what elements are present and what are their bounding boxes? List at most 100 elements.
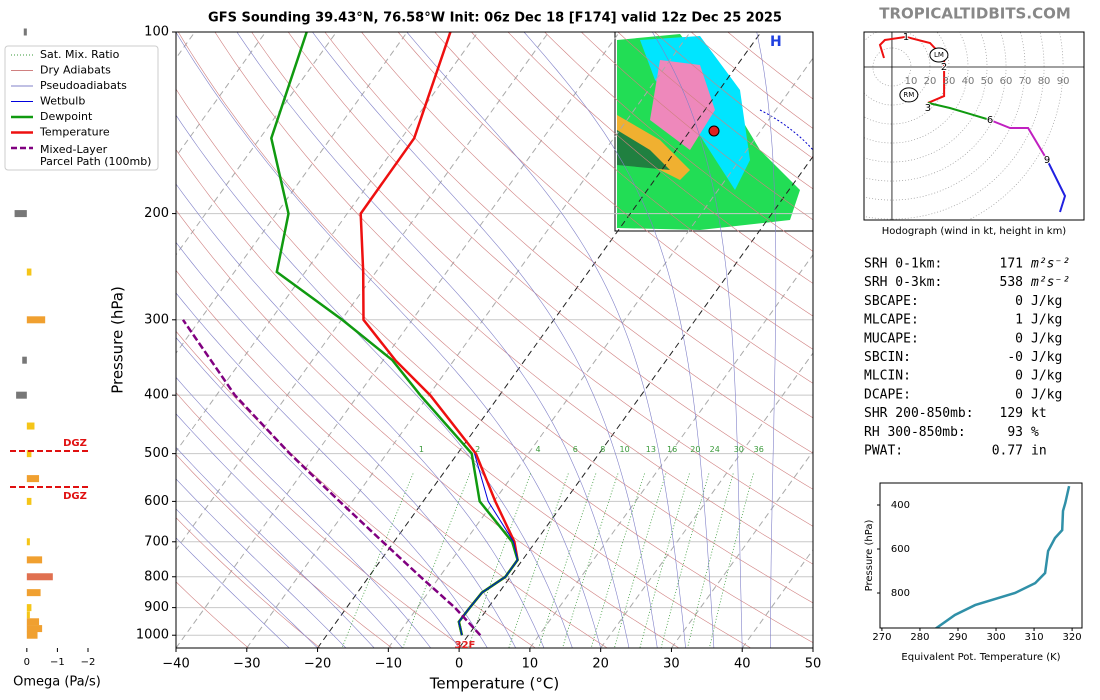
profile-line [270, 32, 519, 636]
dry-adiabat [176, 392, 464, 648]
dry-adiabat [654, 32, 813, 159]
y-tick-label: 1000 [136, 628, 169, 643]
mixing-ratio-line [614, 473, 667, 648]
y-tick-label: 200 [144, 206, 169, 221]
legend: Sat. Mix. Ratio Dry Adiabats Pseudoadiabat… [4, 45, 159, 171]
x-tick-label: 310 [1025, 632, 1044, 643]
dry-adiabat [214, 32, 813, 565]
mixing-ratio-line [402, 473, 471, 648]
x-axis-label: Temperature (°C) [429, 675, 559, 693]
pseudoadiabat [756, 32, 777, 648]
hodo-ring [864, 32, 969, 144]
omega-bar [26, 573, 53, 581]
hodo-frame [863, 31, 1085, 221]
x-tick-label: 30 [663, 657, 680, 672]
dry-adiabat [176, 209, 680, 648]
index-value: -0 [1007, 350, 1023, 365]
y-tick-label: 400 [891, 500, 910, 511]
x-tick-label: −10 [375, 657, 402, 672]
index-value: 0 [1015, 387, 1023, 402]
dry-adiabat [287, 32, 813, 490]
dry-adiabat [176, 454, 393, 648]
ring-label: 60 [1000, 76, 1013, 87]
x-tick-label: 270 [872, 632, 891, 643]
y-axis-label: Pressure (hPa) [109, 286, 127, 394]
index-label: SRH 0-1km: [864, 257, 942, 272]
height-label: 9 [1044, 155, 1050, 166]
omega-bar [26, 450, 32, 458]
isotherm [387, 57, 813, 648]
hodo-ring [864, 32, 1026, 201]
mixing-ratio-label: 8 [600, 445, 605, 454]
x-tick-label: 50 [805, 657, 822, 672]
ring-label: 70 [1019, 76, 1032, 87]
omega-bar [26, 556, 43, 564]
mixing-ratio-label: 36 [754, 445, 764, 454]
y-tick-label: 300 [144, 312, 169, 327]
dry-adiabat [251, 32, 813, 527]
dry-adiabat [434, 32, 813, 350]
x-axis-label: Omega (Pa/s) [13, 675, 101, 690]
dry-adiabat [471, 32, 813, 317]
site-name: TROPICALTIDBITS.COM [879, 5, 1071, 23]
index-value: 1 [1015, 313, 1023, 328]
isotherm [176, 32, 267, 158]
omega-bar [26, 475, 40, 483]
index-label: RH 300-850mb: [864, 425, 966, 440]
index-unit: kt [1031, 406, 1047, 421]
index-label: MLCIN: [864, 369, 911, 384]
isotherm [246, 32, 691, 648]
x-tick-label: −2 [81, 657, 96, 668]
ring-label: 20 [924, 76, 937, 87]
x-tick-label: 320 [1063, 632, 1082, 643]
index-value: 171 [1000, 257, 1023, 272]
index-value: 129 [1000, 406, 1023, 421]
pseudoadiabat [176, 413, 403, 648]
legend-box [4, 45, 159, 171]
y-tick-label: 800 [891, 588, 910, 599]
x-tick-label: 290 [948, 632, 967, 643]
index-unit: J/kg [1031, 313, 1062, 328]
pseudoadiabat [176, 337, 460, 648]
hodo-line [989, 119, 1048, 161]
hodo-line [1046, 159, 1067, 213]
mixing-ratio-line [687, 473, 734, 648]
hodograph [864, 32, 1084, 220]
height-label: 2 [941, 62, 947, 73]
omega-bar [26, 538, 30, 546]
pseudoadiabat [406, 32, 686, 648]
hodo-ring [864, 32, 931, 106]
index-label: SRH 0-3km: [864, 275, 942, 290]
omega-bar [26, 316, 46, 324]
omega-bar [26, 604, 32, 612]
dry-adiabat [397, 32, 813, 384]
ring-label: 50 [981, 76, 994, 87]
height-label: 3 [925, 103, 931, 114]
pseudoadiabat [176, 32, 601, 648]
isotherm [176, 32, 479, 453]
mixing-ratio-label: 4 [535, 445, 540, 454]
pseudoadiabat [176, 241, 516, 648]
mixing-ratio-line [562, 473, 619, 648]
omega-bar [14, 210, 27, 218]
hodo-ring [864, 32, 988, 163]
omega-bar [26, 268, 32, 276]
ring-label: 90 [1057, 76, 1070, 87]
theta-e-plot [934, 485, 1071, 628]
pseudoadiabat [176, 508, 318, 648]
omega-bar [26, 631, 38, 639]
dry-adiabat [176, 88, 813, 643]
isotherm [176, 32, 337, 256]
dgz-label: DGZ [63, 438, 87, 449]
omega-bar [16, 391, 27, 399]
mixing-ratio-line [538, 473, 597, 648]
x-tick-label: 10 [522, 657, 539, 672]
hodo-line [878, 35, 946, 104]
hodo-ring [864, 32, 1045, 220]
hodo-ring [872, 47, 912, 87]
y-axis-label: Pressure (hPa) [864, 520, 875, 592]
omega-bar [26, 611, 30, 619]
y-tick-label: 400 [144, 388, 169, 403]
index-unit: J/kg [1031, 331, 1062, 346]
index-value: 0 [1015, 369, 1023, 384]
